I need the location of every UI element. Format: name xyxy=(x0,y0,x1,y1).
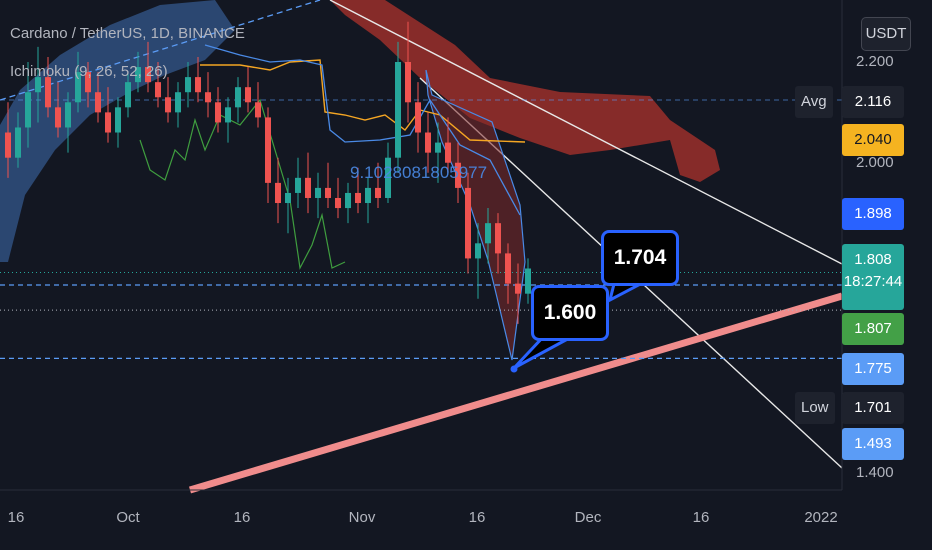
candle-body xyxy=(355,192,361,204)
candle-body xyxy=(275,182,281,204)
candle-body xyxy=(165,97,171,113)
candle-body xyxy=(55,107,61,128)
price-tag-green: 1.807 xyxy=(842,313,904,345)
candle-body xyxy=(215,102,221,123)
candle-body xyxy=(25,92,31,128)
drawing-anchor-point xyxy=(510,365,518,373)
candle-body xyxy=(75,72,81,103)
time-label-2022: 2022 xyxy=(804,509,838,526)
time-label-16-sep: 16 xyxy=(7,509,25,526)
candle-body xyxy=(105,112,111,133)
candle-body xyxy=(225,107,231,123)
overlay-text-layer: 9.1028081805977 xyxy=(350,163,487,182)
candle-body xyxy=(445,142,451,163)
overlay-number-text: 9.1028081805977 xyxy=(350,163,487,182)
tenkan-line xyxy=(204,44,521,216)
candle-body xyxy=(95,92,101,113)
last-price-tag: 1.808 18:27:44 xyxy=(842,244,904,310)
ichimoku-legend[interactable]: Ichimoku (9, 26, 52, 26) xyxy=(10,63,168,80)
candle-body xyxy=(85,72,91,93)
time-label-nov: Nov xyxy=(348,509,376,526)
candle-body xyxy=(375,187,381,198)
last-price-value: 1.808 xyxy=(854,251,892,268)
candle-body xyxy=(485,223,491,244)
candle-body xyxy=(35,77,41,93)
candle-body xyxy=(125,82,131,108)
candle-body xyxy=(265,117,271,183)
support-trend-line xyxy=(189,292,843,494)
time-label-16-oct: 16 xyxy=(233,509,251,526)
candle-body xyxy=(455,162,461,188)
candle-body xyxy=(335,197,341,209)
candle-body xyxy=(135,67,141,83)
candle-body xyxy=(515,283,521,294)
price-level-lines xyxy=(0,99,842,360)
ichimoku-cloud xyxy=(0,0,720,262)
candle-body xyxy=(365,187,371,204)
price-range-outline xyxy=(425,69,526,361)
candle-body xyxy=(395,62,401,158)
candle-body xyxy=(295,177,301,193)
price-tag-orange: 2.040 xyxy=(842,124,904,156)
candle-body xyxy=(405,62,411,103)
price-tag-light-blue: 1.775 xyxy=(842,353,904,385)
callout-1704[interactable]: 1.704 xyxy=(601,230,679,286)
ichimoku-cloud-bear xyxy=(330,0,720,182)
candle-body xyxy=(65,102,71,128)
time-label-dec: Dec xyxy=(574,509,602,526)
time-label-16-dec: 16 xyxy=(692,509,710,526)
candle-body xyxy=(325,187,331,198)
time-label-16-nov: 16 xyxy=(468,509,486,526)
candlesticks xyxy=(5,21,531,324)
candle-body xyxy=(425,132,431,153)
candle-body xyxy=(235,87,241,108)
candle-body xyxy=(45,77,51,108)
price-tick-2200: 2.200 xyxy=(856,53,894,70)
candle-body xyxy=(525,268,531,294)
candle-body xyxy=(155,82,161,98)
candle-body xyxy=(145,67,151,83)
candle-body xyxy=(5,132,11,158)
candle-body xyxy=(495,223,501,254)
candle-body xyxy=(345,192,351,209)
candle-body xyxy=(285,192,291,204)
price-tick-1400: 1.400 xyxy=(856,464,894,481)
chikou-line xyxy=(139,98,346,270)
candle-body xyxy=(195,77,201,93)
candle-body xyxy=(245,87,251,103)
callout-1600[interactable]: 1.600 xyxy=(531,285,609,341)
candle-body xyxy=(175,92,181,113)
candle-body xyxy=(315,187,321,198)
price-tick-2000: 2.000 xyxy=(856,154,894,171)
candle-body xyxy=(205,92,211,103)
candle-body xyxy=(305,177,311,198)
price-tag-avg: 2.116 xyxy=(842,86,904,118)
candle-body xyxy=(385,157,391,198)
price-range-shape xyxy=(426,70,525,360)
avg-label: Avg xyxy=(795,86,833,118)
candle-body xyxy=(115,107,121,133)
candle-body xyxy=(475,243,481,259)
candle-body xyxy=(255,102,261,118)
ichimoku-lines xyxy=(139,44,526,270)
candle-body xyxy=(15,127,21,158)
low-label: Low xyxy=(795,392,835,424)
ichimoku-cloud-bull xyxy=(0,0,235,262)
symbol-legend[interactable]: Cardano / TetherUS, 1D, BINANCE xyxy=(10,25,245,42)
candle-body xyxy=(415,102,421,133)
kijun-line xyxy=(200,59,526,143)
price-tag-low: 1.701 xyxy=(842,392,904,424)
candle-body xyxy=(465,187,471,259)
candle-body xyxy=(185,77,191,93)
dashed-trend-line xyxy=(0,0,321,101)
countdown-timer: 18:27:44 xyxy=(843,273,903,290)
time-label-oct: Oct xyxy=(116,509,140,526)
candle-body xyxy=(435,142,441,153)
currency-button[interactable]: USDT xyxy=(861,17,911,51)
price-tag-blue: 1.898 xyxy=(842,198,904,230)
candle-body xyxy=(505,253,511,284)
price-tag-target: 1.493 xyxy=(842,428,904,460)
channel-upper-line xyxy=(329,0,843,265)
